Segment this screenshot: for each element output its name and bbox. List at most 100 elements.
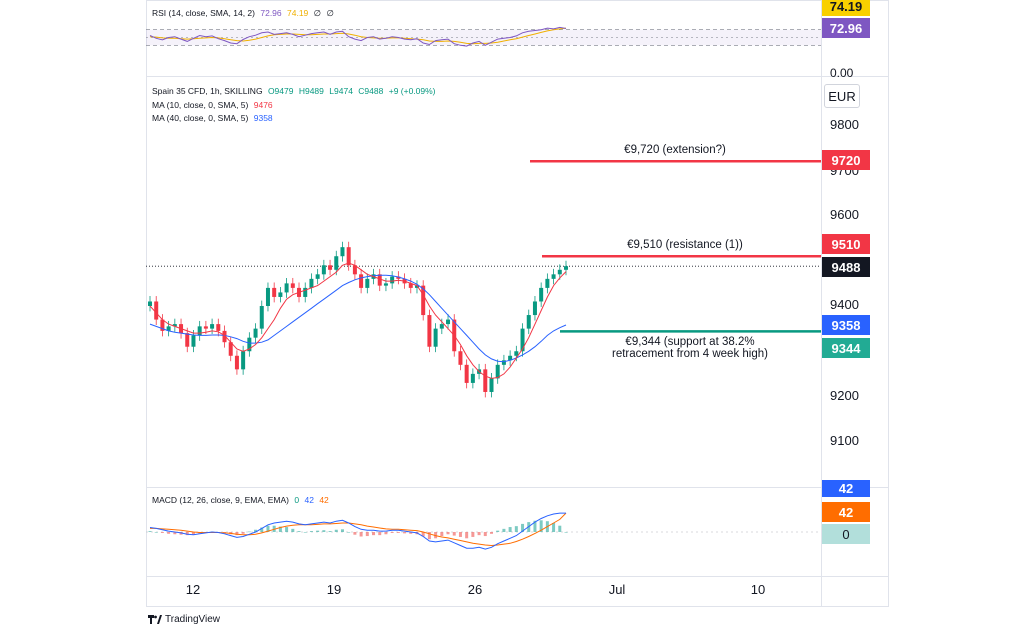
ohlc-low: L9474 xyxy=(329,86,353,96)
candle-body xyxy=(458,351,463,365)
macd-histogram-bar xyxy=(148,531,152,532)
macd-histogram-bar xyxy=(260,527,264,532)
candle-body xyxy=(514,351,519,356)
rsi-legend-value: 72.96 xyxy=(260,8,282,18)
candle-body xyxy=(166,326,171,331)
macd-histogram-bar xyxy=(514,526,518,532)
x-tick-12: 12 xyxy=(185,582,201,597)
x-tick-26: 26 xyxy=(467,582,483,597)
macd-histogram-bar xyxy=(390,532,394,533)
candle-body xyxy=(377,274,382,286)
candle-body xyxy=(321,265,326,275)
rsi-legend[interactable]: RSI (14, close, SMA, 14, 2) 72.96 74.19 … xyxy=(152,8,337,19)
macd-signal-tag: 42 xyxy=(822,502,870,522)
time-axis-divider xyxy=(146,576,889,577)
candle-body xyxy=(470,373,475,383)
candle-body xyxy=(489,378,494,392)
candle-body xyxy=(383,283,388,286)
currency-selector[interactable]: EUR xyxy=(824,84,860,108)
macd-histogram-bar xyxy=(278,526,282,532)
candle-body xyxy=(359,274,364,288)
y-tick-9100: 9100 xyxy=(830,433,859,448)
candle-body xyxy=(247,337,252,352)
rsi-legend-label: RSI (14, close, SMA, 14, 2) xyxy=(152,8,255,18)
macd-histogram-bar xyxy=(458,532,462,537)
candle-body xyxy=(222,330,227,343)
macd-histogram-bar xyxy=(235,532,239,536)
macd-histogram-bar xyxy=(564,532,568,533)
ma40-legend-value: 9358 xyxy=(253,113,273,123)
macd-histogram-bar xyxy=(328,531,332,532)
ma10-legend-label: MA (10, close, 0, SMA, 5) xyxy=(152,100,249,110)
candle-body xyxy=(433,328,438,347)
ma10-legend[interactable]: MA (10, close, 0, SMA, 5) 9476 xyxy=(152,100,276,110)
candle-body xyxy=(234,355,239,370)
macd-signal-value: 42 xyxy=(319,495,329,505)
ohlc-close: C9488 xyxy=(358,86,384,96)
tradingview-logo[interactable]: TradingView xyxy=(148,614,220,625)
macd-histogram-bar xyxy=(384,532,388,535)
macd-histogram-bar xyxy=(403,532,407,534)
macd-histogram-bar xyxy=(533,520,537,532)
macd-histogram-bar xyxy=(160,532,164,533)
candle-body xyxy=(203,326,208,329)
macd-line-tag: 42 xyxy=(822,480,870,497)
macd-histogram-bar xyxy=(489,532,493,534)
candle-body xyxy=(160,319,165,331)
x-tick-19: 19 xyxy=(326,582,342,597)
macd-histogram-bar xyxy=(446,532,450,535)
ohlc-high: H9489 xyxy=(298,86,324,96)
macd-histogram-bar xyxy=(483,532,487,537)
macd-legend[interactable]: MACD (12, 26, close, 9, EMA, EMA) 0 42 4… xyxy=(152,495,332,505)
macd-line xyxy=(149,512,566,550)
candle-body xyxy=(309,278,314,288)
candle-body xyxy=(210,324,215,329)
ma40-tag: 9358 xyxy=(822,315,870,335)
ohlc-open: O9479 xyxy=(267,86,294,96)
x-tick-10: 10 xyxy=(750,582,766,597)
macd-histogram-bar xyxy=(396,532,400,533)
macd-histogram-bar xyxy=(322,530,326,532)
macd-histogram-bar xyxy=(173,532,177,535)
candle-body xyxy=(278,292,283,297)
macd-pane-divider[interactable] xyxy=(146,487,889,488)
rsi-sma-line xyxy=(149,27,567,45)
macd-hist-value: 0 xyxy=(294,495,300,505)
candle-body xyxy=(154,301,159,320)
ma40-legend[interactable]: MA (40, close, 0, SMA, 5) 9358 xyxy=(152,113,276,123)
y-tick-9600: 9600 xyxy=(830,207,859,222)
candle-body xyxy=(551,274,556,279)
macd-histogram-bar xyxy=(266,525,270,532)
macd-histogram-bar xyxy=(421,532,425,537)
candle-body xyxy=(228,342,233,356)
macd-histogram-bar xyxy=(409,532,413,534)
ma10-legend-value: 9476 xyxy=(253,100,273,110)
rsi-tag: 72.96 xyxy=(822,18,870,38)
macd-histogram-bar xyxy=(496,530,500,532)
extension-annotation[interactable]: €9,720 (extension?) xyxy=(624,144,726,156)
macd-histogram-bar xyxy=(452,532,456,536)
candle-body xyxy=(495,364,500,379)
rsi-legend-empty-2: ∅ xyxy=(326,8,334,18)
candle-body xyxy=(408,283,413,288)
main-legend[interactable]: Spain 35 CFD, 1h, SKILLING O9479 H9489 L… xyxy=(152,86,439,96)
candle-body xyxy=(185,333,190,347)
macd-histogram-bar xyxy=(508,527,512,532)
candle-body xyxy=(334,256,339,270)
macd-hist-tag: 0 xyxy=(822,524,870,544)
last-price-tag: 9488 xyxy=(822,257,870,277)
candle-body xyxy=(526,315,531,329)
candle-body xyxy=(148,301,152,306)
macd-histogram-bar xyxy=(254,529,258,532)
rsi-line xyxy=(149,26,567,47)
candle-body xyxy=(414,285,419,288)
support-annotation-line1[interactable]: €9,344 (support at 38.2% xyxy=(625,336,755,348)
candle-body xyxy=(290,283,295,288)
rsi-pane-divider[interactable] xyxy=(146,76,889,77)
candle-body xyxy=(532,301,537,316)
support-annotation-line2[interactable]: retracement from 4 week high) xyxy=(612,348,768,360)
macd-histogram-bar xyxy=(185,532,189,536)
macd-histogram-bar xyxy=(427,532,431,540)
resistance-annotation[interactable]: €9,510 (resistance (1)) xyxy=(627,239,743,251)
